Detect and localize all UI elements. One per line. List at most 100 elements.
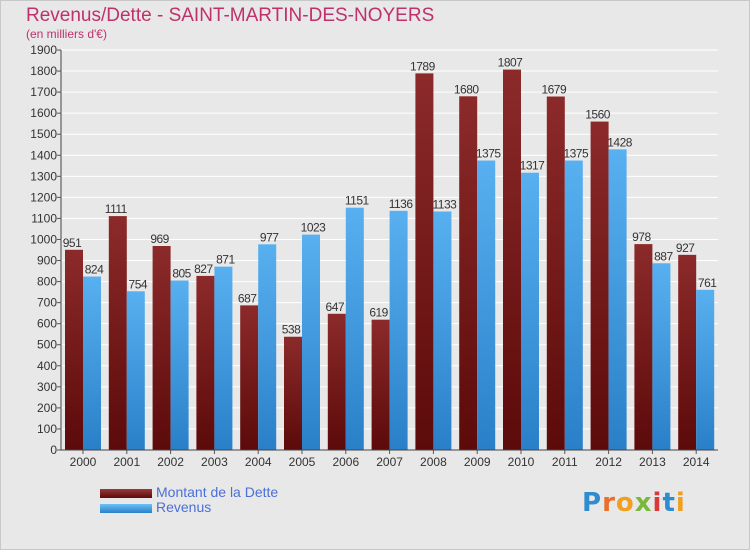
legend-label-dette: Montant de la Dette — [156, 484, 279, 500]
y-tick-label: 900 — [37, 254, 57, 268]
logo-letter: r — [602, 488, 616, 518]
bar-dette — [284, 336, 302, 450]
data-label-dette: 927 — [676, 241, 695, 255]
bar-dette — [196, 275, 215, 450]
data-label-revenus: 887 — [654, 249, 673, 263]
data-label-dette: 619 — [369, 306, 388, 320]
bar-revenus — [258, 244, 277, 450]
data-label-revenus: 824 — [85, 263, 104, 277]
y-tick-label: 1000 — [30, 232, 57, 246]
logo-letter: i — [675, 488, 686, 518]
y-tick-label: 0 — [50, 443, 57, 457]
x-tick-label: 2002 — [157, 455, 184, 469]
data-label-dette: 687 — [238, 291, 257, 305]
bar-revenus — [389, 210, 408, 450]
logo-letter: x — [634, 488, 653, 518]
bar-dette — [108, 216, 127, 450]
data-label-revenus: 1023 — [301, 221, 327, 235]
bar-dette — [546, 96, 565, 451]
bar-dette — [678, 254, 697, 450]
data-label-dette: 1789 — [410, 59, 436, 73]
data-label-revenus: 1151 — [345, 194, 370, 208]
y-tick-label: 200 — [37, 401, 57, 415]
data-label-dette: 538 — [282, 323, 301, 337]
data-label-revenus: 1133 — [432, 197, 457, 211]
y-tick-label: 500 — [37, 338, 57, 352]
x-tick-label: 2008 — [420, 455, 447, 469]
x-tick-label: 2006 — [332, 455, 359, 469]
data-label-revenus: 1136 — [389, 197, 414, 211]
bar-revenus — [83, 276, 101, 450]
bar-revenus — [170, 280, 189, 450]
x-tick-label: 2009 — [464, 455, 491, 469]
bar-dette — [634, 244, 653, 450]
bar-dette — [152, 246, 171, 450]
y-tick-label: 100 — [37, 422, 57, 436]
data-label-dette: 1807 — [498, 56, 524, 70]
bar-dette — [65, 249, 83, 450]
proxiti-logo: Proxiti — [582, 488, 686, 518]
bar-revenus — [345, 207, 364, 450]
data-label-revenus: 754 — [129, 277, 148, 291]
legend-swatch-dette — [100, 489, 152, 498]
bar-dette — [371, 319, 390, 450]
data-label-dette: 1679 — [541, 83, 567, 97]
bar-revenus — [652, 263, 671, 450]
bar-revenus — [126, 291, 145, 450]
bar-revenus — [696, 289, 715, 450]
data-label-dette: 951 — [63, 236, 82, 250]
bar-revenus — [214, 266, 233, 450]
x-tick-label: 2003 — [201, 455, 228, 469]
y-tick-label: 1600 — [30, 106, 57, 120]
data-label-dette: 1680 — [454, 82, 480, 96]
bar-revenus — [521, 172, 539, 450]
data-label-dette: 827 — [194, 262, 213, 276]
bar-revenus — [433, 211, 452, 450]
bar-dette — [240, 305, 259, 450]
y-tick-label: 1100 — [31, 211, 57, 225]
data-label-revenus: 977 — [260, 230, 279, 244]
logo-letter: o — [615, 488, 635, 518]
y-tick-label: 600 — [37, 317, 57, 331]
data-label-revenus: 1317 — [520, 159, 546, 173]
x-tick-label: 2010 — [508, 455, 535, 469]
y-tick-label: 1800 — [30, 64, 57, 78]
x-tick-label: 2000 — [70, 455, 97, 469]
y-tick-label: 1900 — [30, 43, 57, 57]
bar-dette — [327, 313, 346, 450]
bar-revenus — [564, 160, 583, 451]
y-tick-label: 800 — [37, 275, 57, 289]
bar-revenus — [477, 160, 496, 451]
y-tick-label: 1200 — [30, 190, 57, 204]
data-label-dette: 1111 — [105, 202, 128, 216]
data-label-dette: 969 — [150, 232, 169, 246]
logo-letter: P — [582, 488, 603, 518]
bar-revenus — [608, 149, 627, 451]
y-tick-label: 300 — [37, 380, 57, 394]
y-tick-label: 1500 — [30, 127, 57, 141]
data-label-revenus: 761 — [698, 276, 717, 290]
x-tick-label: 2005 — [289, 455, 316, 469]
chart-title: Revenus/Dette - SAINT-MARTIN-DES-NOYERS — [26, 5, 435, 26]
y-tick-label: 1300 — [30, 169, 57, 183]
x-tick-label: 2001 — [113, 455, 140, 469]
y-tick-label: 1400 — [30, 148, 57, 162]
legend-swatch-revenus — [100, 504, 152, 513]
bar-dette — [415, 73, 434, 451]
y-tick-label: 400 — [37, 359, 57, 373]
chart-subtitle: (en milliers d'€) — [26, 27, 107, 41]
data-label-dette: 1560 — [585, 108, 611, 122]
data-label-dette: 647 — [326, 300, 345, 314]
bar-revenus — [302, 234, 320, 450]
x-tick-label: 2004 — [245, 455, 272, 469]
bar-dette — [590, 121, 609, 450]
data-label-revenus: 1375 — [476, 147, 502, 161]
logo-letter: t — [662, 488, 676, 518]
x-tick-label: 2007 — [376, 455, 403, 469]
y-tick-label: 1700 — [30, 85, 57, 99]
data-label-revenus: 1428 — [607, 135, 633, 149]
data-label-revenus: 805 — [172, 267, 191, 281]
data-label-dette: 978 — [632, 230, 651, 244]
logo-letter: i — [652, 488, 663, 518]
